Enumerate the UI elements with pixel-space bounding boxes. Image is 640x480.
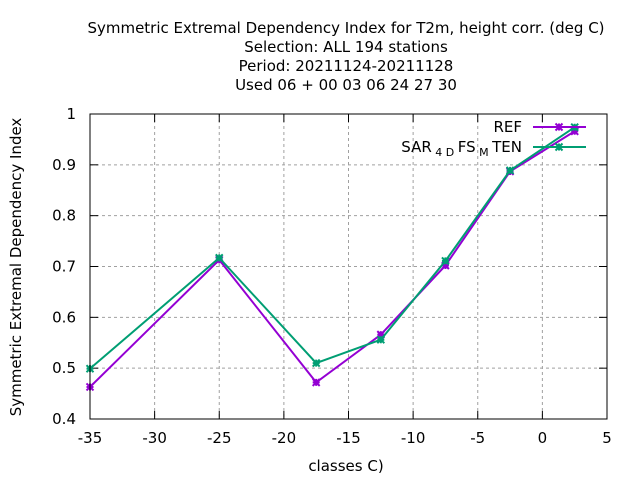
legend-marker-2 bbox=[554, 142, 564, 152]
legend: REF SAR 4 D FS M TEN bbox=[401, 118, 586, 159]
x-tick-label: -20 bbox=[272, 429, 297, 447]
legend-label-part: M bbox=[476, 146, 492, 159]
x-tick-label: -5 bbox=[470, 429, 485, 447]
grid bbox=[90, 114, 607, 419]
series-1 bbox=[85, 127, 579, 392]
y-tick-label: 0.8 bbox=[52, 207, 76, 225]
y-axis-ticks: 0.4 0.5 0.6 0.7 0.8 0.9 1 bbox=[52, 105, 607, 428]
y-tick-label: 0.7 bbox=[52, 258, 76, 276]
plot-frame bbox=[89, 113, 608, 420]
y-tick-label: 0.5 bbox=[52, 359, 76, 377]
y-tick-label: 0.6 bbox=[52, 308, 76, 326]
x-tick-label: -15 bbox=[336, 429, 361, 447]
series-line-1 bbox=[89, 130, 576, 388]
x-tick-label: -25 bbox=[207, 429, 232, 447]
data-point bbox=[215, 253, 224, 263]
data-point bbox=[505, 166, 515, 175]
data-point bbox=[441, 261, 450, 270]
data-point bbox=[376, 330, 386, 339]
y-tick-label: 0.9 bbox=[52, 156, 76, 174]
title-line-1: Symmetric Extremal Dependency Index for … bbox=[87, 19, 604, 37]
data-point bbox=[570, 127, 579, 136]
data-point bbox=[311, 378, 321, 387]
plot-series bbox=[85, 123, 579, 392]
data-point bbox=[311, 358, 321, 368]
x-tick-label: -10 bbox=[401, 429, 426, 447]
y-tick-label: 0.4 bbox=[52, 410, 76, 428]
y-axis-label: Symmetric Extremal Dependency Index bbox=[7, 118, 25, 417]
legend-label-1: REF bbox=[493, 118, 522, 136]
title-line-2: Selection: ALL 194 stations bbox=[244, 38, 448, 56]
legend-label-2: SAR 4 D FS M TEN bbox=[401, 138, 522, 159]
legend-label-part: FS bbox=[458, 138, 476, 156]
data-point bbox=[376, 335, 386, 344]
legend-label-part: 4 D bbox=[432, 146, 458, 159]
x-axis-ticks: -35 -30 -25 -20 -15 -10 -5 0 5 bbox=[78, 114, 612, 447]
legend-label-part: SAR bbox=[401, 138, 431, 156]
x-tick-label: -30 bbox=[142, 429, 167, 447]
x-tick-label: 5 bbox=[602, 429, 612, 447]
x-axis-label: classes C) bbox=[308, 457, 383, 475]
x-tick-label: 0 bbox=[538, 429, 548, 447]
x-tick-label: -35 bbox=[78, 429, 103, 447]
y-tick-label: 1 bbox=[66, 105, 76, 123]
title-line-3: Period: 20211124-20211128 bbox=[239, 57, 454, 75]
series-2 bbox=[85, 123, 579, 373]
legend-marker-1 bbox=[554, 122, 564, 132]
title-line-4: Used 06 + 00 03 06 24 27 30 bbox=[235, 76, 457, 94]
series-line-2 bbox=[89, 126, 576, 370]
data-point bbox=[441, 256, 450, 266]
chart-title: Symmetric Extremal Dependency Index for … bbox=[87, 19, 604, 94]
legend-label-part: TEN bbox=[491, 138, 522, 156]
